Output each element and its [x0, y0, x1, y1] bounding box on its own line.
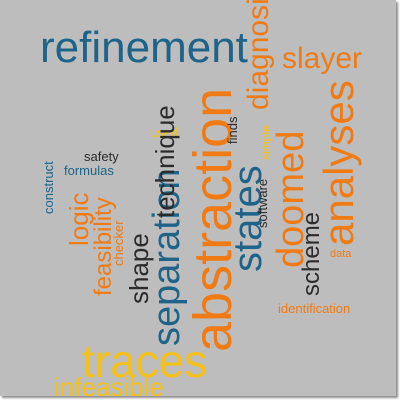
- word-used: used: [150, 125, 179, 140]
- word-diagnosis: diagnosis: [242, 0, 275, 110]
- word-refinement: refinement: [40, 23, 248, 72]
- word-data: data: [330, 248, 352, 260]
- word-simple: simple: [259, 125, 273, 160]
- word-construct: construct: [41, 161, 56, 214]
- word-logic: logic: [64, 192, 94, 246]
- word-finds: finds: [225, 116, 240, 144]
- word-checker: checker: [111, 220, 126, 266]
- word-formulas: formulas: [64, 163, 114, 178]
- word-traces: traces: [82, 335, 208, 387]
- word-software: software: [255, 178, 270, 228]
- word-slayer: slayer: [282, 42, 363, 75]
- word-safety: safety: [84, 149, 119, 164]
- word-infeasible: infeasible: [54, 372, 164, 396]
- word-identification: identification: [278, 301, 351, 316]
- word-scheme: scheme: [298, 211, 325, 296]
- word-technique: technique: [150, 105, 180, 218]
- word-shape: shape: [124, 233, 154, 304]
